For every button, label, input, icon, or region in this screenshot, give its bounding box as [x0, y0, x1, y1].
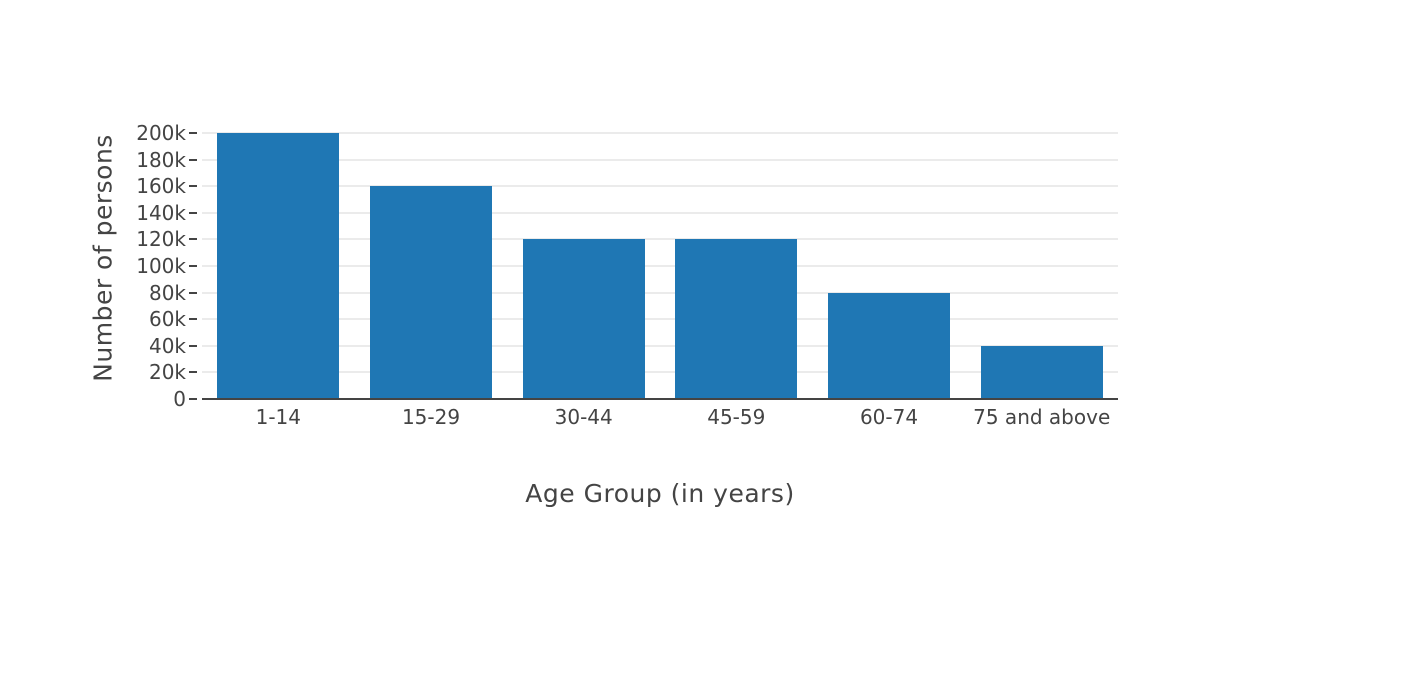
gridline — [202, 238, 1118, 240]
y-tick-label: 80k — [148, 281, 186, 305]
bar — [217, 133, 340, 399]
y-tick-mark — [189, 185, 197, 187]
x-tick-label: 15-29 — [401, 405, 461, 429]
y-axis-title: Number of persons — [88, 134, 118, 382]
y-tick-mark — [189, 132, 197, 134]
gridline — [202, 371, 1118, 373]
y-tick-label: 140k — [136, 201, 186, 225]
y-tick-label: 200k — [136, 121, 186, 145]
gridline — [202, 265, 1118, 267]
y-tick-mark — [189, 345, 197, 347]
x-tick-label: 45-59 — [707, 405, 766, 429]
y-tick-mark — [189, 318, 197, 320]
x-tick-label: 30-44 — [554, 405, 613, 429]
y-tick-mark — [189, 212, 197, 214]
x-tick-label: 60-74 — [859, 405, 919, 429]
y-tick-label: 100k — [136, 254, 186, 278]
gridline — [202, 345, 1118, 347]
y-tick-label: 0 — [173, 387, 186, 411]
y-tick-mark — [189, 238, 197, 240]
y-tick-label: 180k — [136, 148, 186, 172]
x-axis-line — [202, 398, 1118, 400]
bar — [370, 186, 492, 399]
y-tick-label: 160k — [136, 174, 186, 198]
y-tick-mark — [189, 265, 197, 267]
gridline — [202, 318, 1118, 320]
y-tick-mark — [189, 292, 197, 294]
gridline — [202, 212, 1118, 214]
bar — [828, 292, 950, 399]
y-tick-label: 20k — [148, 360, 186, 384]
y-tick-mark — [189, 159, 197, 161]
y-tick-label: 120k — [136, 227, 186, 251]
x-tick-label: 1-14 — [255, 405, 301, 429]
y-tick-mark — [189, 398, 197, 400]
y-tick-mark — [189, 371, 197, 373]
bar — [675, 239, 798, 399]
bar — [522, 239, 645, 399]
gridline — [202, 132, 1118, 134]
x-axis-title: Age Group (in years) — [525, 479, 795, 508]
gridline — [202, 185, 1118, 187]
bar — [980, 345, 1103, 399]
x-tick-label: 75 and above — [973, 405, 1111, 429]
gridline — [202, 292, 1118, 294]
gridline — [202, 159, 1118, 161]
y-tick-label: 40k — [148, 334, 186, 358]
y-tick-label: 60k — [148, 307, 186, 331]
